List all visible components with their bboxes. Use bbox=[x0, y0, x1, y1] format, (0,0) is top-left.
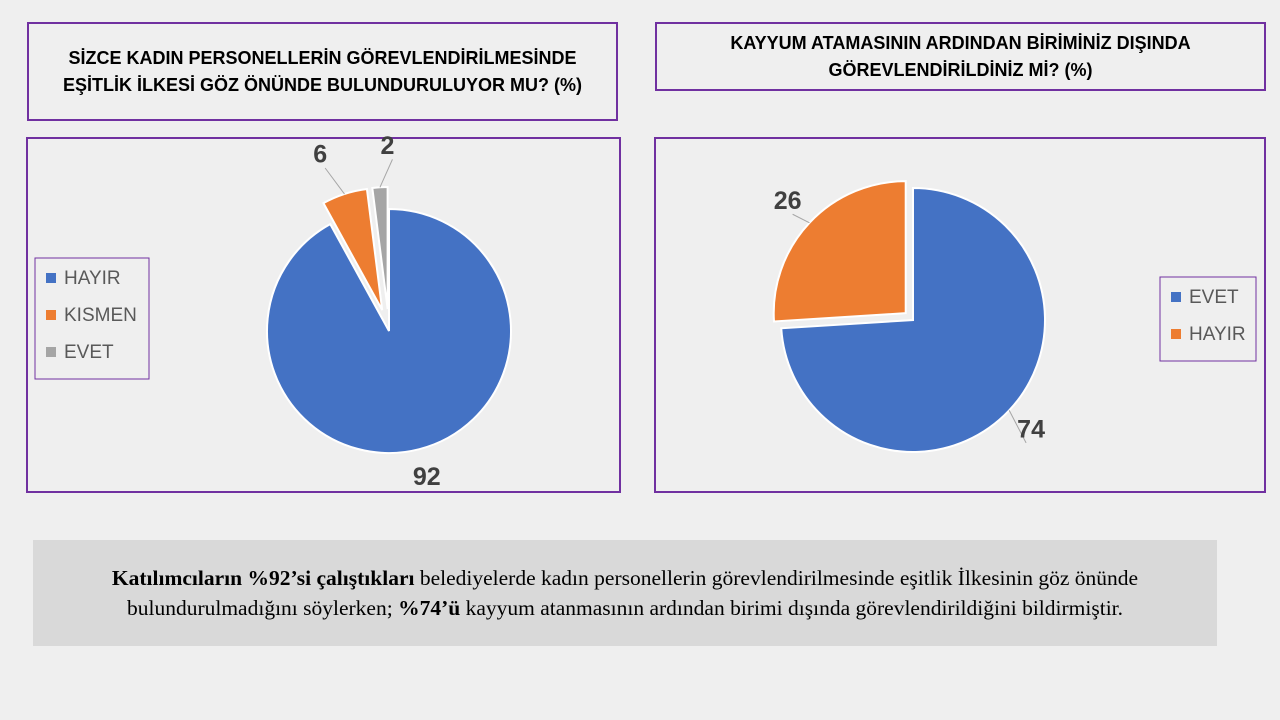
summary-run: Katılımcıların %92’si çalıştıkları bbox=[111, 566, 415, 590]
data-label: 6 bbox=[313, 141, 327, 169]
summary-run: belediyelerde kadın personellerin görevl… bbox=[126, 566, 1139, 620]
leader-line bbox=[379, 159, 393, 188]
chart-frame bbox=[26, 137, 621, 493]
chart-frame bbox=[654, 137, 1266, 493]
summary-run: kayyum atanmasının ardından birimi dışın… bbox=[460, 596, 1124, 620]
leader-line bbox=[324, 167, 345, 195]
legend-swatch bbox=[46, 347, 56, 357]
legend-box bbox=[1159, 276, 1257, 362]
legend-swatch bbox=[1171, 292, 1181, 302]
legend-label: HAYIR bbox=[64, 268, 121, 289]
leader-line bbox=[792, 213, 810, 224]
legend-label: EVET bbox=[1189, 287, 1239, 308]
legend-box bbox=[34, 257, 150, 380]
pie-slice bbox=[322, 187, 384, 311]
legend-swatch bbox=[1171, 329, 1181, 339]
legend-label: HAYIR bbox=[1189, 324, 1246, 345]
chart-title: SİZCE KADIN PERSONELLERİN GÖREVLENDİRİLM… bbox=[27, 22, 618, 121]
chart-title: KAYYUM ATAMASININ ARDINDAN BİRİMİNİZ DIŞ… bbox=[655, 22, 1266, 91]
legend-label: EVET bbox=[64, 342, 114, 363]
summary-run: %74’ü bbox=[398, 596, 461, 620]
pie-slice bbox=[772, 180, 907, 323]
legend-swatch bbox=[46, 273, 56, 283]
data-label: 92 bbox=[413, 463, 441, 491]
pie-slice bbox=[266, 207, 512, 454]
data-label: 2 bbox=[380, 132, 394, 160]
summary-text: Katılımcıların %92’si çalıştıkları beled… bbox=[53, 563, 1197, 623]
summary: Katılımcıların %92’si çalıştıkları beled… bbox=[33, 540, 1217, 646]
leader-line bbox=[1008, 410, 1027, 444]
data-label: 74 bbox=[1017, 416, 1045, 444]
pie-slice bbox=[780, 186, 1046, 453]
data-label: 26 bbox=[774, 187, 802, 215]
legend-swatch bbox=[46, 310, 56, 320]
legend-label: KISMEN bbox=[64, 305, 137, 326]
